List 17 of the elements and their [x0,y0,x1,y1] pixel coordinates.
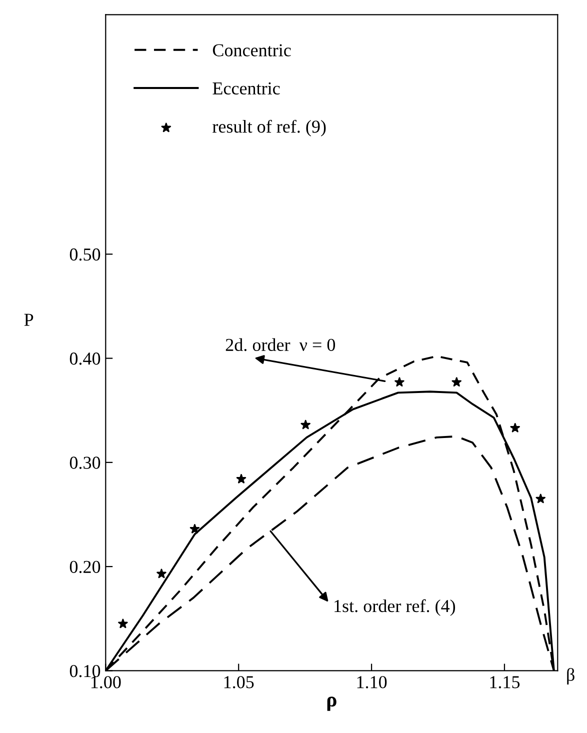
y-tick-label: 0.10 [70,664,100,678]
y-tick-label: 0.40 [70,352,100,365]
text: β [567,668,574,685]
annotation: 2d. order ν = 0 [226,338,336,352]
annotation: 1st. order ref. (4) [334,599,456,616]
x-tick-label: 1.10 [357,676,387,688]
x-tick-label: 1.05 [224,676,254,688]
y-tick-label: 0.50 [70,248,100,261]
x-tick-label: 1.00 [91,676,121,688]
y-tick-label: 0.20 [70,560,100,574]
x-tick-label: 1.15 [490,676,520,688]
legend-label: Eccentric [212,82,280,95]
y-tick-label: 0.30 [70,456,100,469]
legend-label: Concentric [212,44,291,56]
legend-label: result of ref. (9) [212,120,326,136]
y-axis-title: P [24,314,34,326]
x-axis-title: ρ [327,696,336,711]
